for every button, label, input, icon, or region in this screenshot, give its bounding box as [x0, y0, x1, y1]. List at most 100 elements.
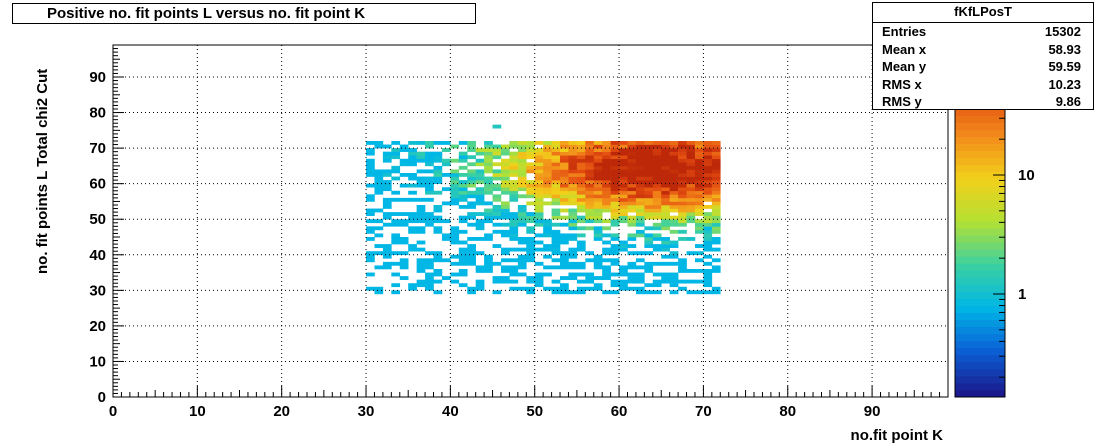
- heatmap-cell: [399, 258, 409, 263]
- heatmap-cell: [374, 226, 384, 231]
- colorbar-segment: [955, 389, 1005, 398]
- heatmap-cell: [669, 219, 679, 224]
- heatmap-cell: [669, 244, 679, 248]
- heatmap-cell: [509, 144, 519, 149]
- heatmap-cell: [551, 158, 561, 163]
- heatmap-cell: [652, 197, 662, 202]
- heatmap-cell: [509, 187, 519, 192]
- heatmap-cell: [399, 265, 409, 270]
- heatmap-cell: [560, 290, 569, 295]
- heatmap-cell: [694, 219, 704, 224]
- heatmap-cell: [391, 190, 401, 195]
- heatmap-cell: [467, 212, 476, 216]
- heatmap-cell: [382, 201, 392, 206]
- heatmap-cell: [593, 197, 603, 202]
- heatmap-cell: [644, 212, 654, 216]
- heatmap-cell: [534, 201, 544, 206]
- heatmap-cell: [669, 169, 679, 174]
- heatmap-cell: [450, 254, 460, 259]
- colorbar-segment: [955, 235, 1005, 243]
- heatmap-cell: [526, 155, 536, 160]
- heatmap-cell: [669, 162, 679, 167]
- heatmap-cell: [441, 258, 451, 263]
- heatmap-cell: [568, 155, 578, 160]
- heatmap-cell: [526, 194, 536, 199]
- heatmap-cell: [500, 169, 510, 174]
- heatmap-cell: [661, 151, 670, 156]
- heatmap-cell: [694, 187, 704, 192]
- heatmap-cell: [627, 197, 637, 202]
- heatmap-cell: [484, 261, 493, 266]
- heatmap-cell: [593, 237, 603, 241]
- heatmap-cell: [458, 197, 468, 202]
- heatmap-cell: [433, 290, 443, 295]
- heatmap-cell: [635, 148, 645, 152]
- heatmap-cell: [551, 247, 561, 252]
- heatmap-cell: [484, 162, 493, 167]
- heatmap-cell: [703, 148, 713, 152]
- heatmap-cell: [576, 265, 586, 270]
- heatmap-cell: [711, 240, 721, 245]
- heatmap-cell: [551, 251, 561, 256]
- axis-ticks: [112, 44, 949, 398]
- heatmap-cell: [425, 180, 434, 184]
- heatmap-cell: [644, 169, 654, 174]
- heatmap-cell: [560, 141, 569, 145]
- heatmap-cell: [694, 144, 704, 149]
- heatmap-cell: [627, 205, 637, 209]
- heatmap-cell: [408, 151, 417, 156]
- heatmap-cell: [391, 219, 401, 224]
- heatmap-cell: [678, 212, 687, 216]
- heatmap-cell: [500, 251, 510, 256]
- colorbar-segment: [955, 256, 1005, 264]
- heatmap-cell: [703, 279, 713, 284]
- heatmap-cell: [366, 141, 375, 145]
- heatmap-cell: [568, 261, 578, 266]
- heatmap-cell: [391, 222, 401, 227]
- heatmap-cell: [602, 290, 611, 295]
- heatmap-cell: [551, 148, 561, 152]
- heatmap-cell: [534, 158, 544, 163]
- heatmap-cell: [593, 158, 603, 163]
- heatmap-cell: [374, 180, 384, 184]
- heatmap-cell: [711, 201, 721, 206]
- heatmap-cell: [711, 158, 721, 163]
- heatmap-cell: [576, 205, 586, 209]
- heatmap-cell: [652, 194, 662, 199]
- heatmap-cell: [652, 151, 662, 156]
- heatmap-cell: [610, 251, 620, 256]
- heatmap-cell: [517, 261, 527, 266]
- heatmap-cell: [526, 151, 536, 156]
- heatmap-cell: [602, 258, 611, 263]
- heatmap-cell: [644, 269, 654, 273]
- heatmap-cell: [560, 151, 569, 156]
- heatmap-cell: [703, 244, 713, 248]
- heatmap-cell: [416, 265, 426, 270]
- heatmap-cell: [619, 155, 628, 160]
- colorbar-segment: [955, 178, 1005, 187]
- heatmap-cell: [560, 265, 569, 270]
- colorbar-segment: [955, 199, 1005, 208]
- heatmap-cell: [576, 141, 586, 145]
- heatmap-cell: [484, 237, 493, 241]
- heatmap-cell: [500, 190, 510, 195]
- heatmap-cell: [551, 290, 561, 295]
- heatmap-cell: [534, 165, 544, 170]
- heatmap-cell: [526, 254, 536, 259]
- heatmap-cell: [526, 247, 536, 252]
- heatmap-cell: [551, 187, 561, 192]
- heatmap-cell: [661, 247, 670, 252]
- heatmap-cell: [711, 165, 721, 170]
- heatmap-cell: [644, 197, 654, 202]
- heatmap-cell: [711, 194, 721, 199]
- heatmap-cell: [551, 215, 561, 220]
- heatmap-cell: [560, 180, 569, 184]
- heatmap-cell: [543, 162, 552, 167]
- heatmap-cell: [374, 173, 384, 177]
- heatmap-cell: [366, 173, 375, 177]
- heatmap-cell: [408, 219, 417, 224]
- heatmap-cell: [534, 222, 544, 227]
- heatmap-cell: [517, 158, 527, 163]
- heatmap-cell: [509, 265, 519, 270]
- heatmap-cell: [669, 197, 679, 202]
